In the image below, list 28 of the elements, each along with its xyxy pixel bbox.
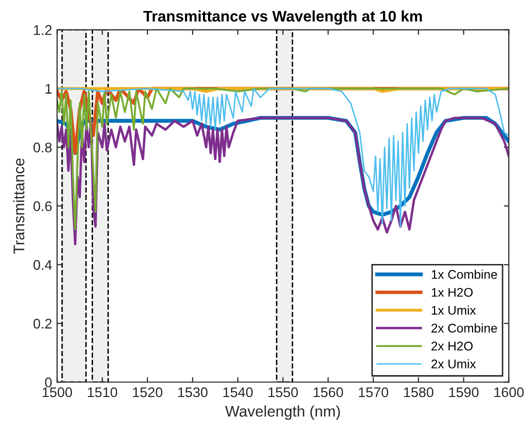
x-tick-label: 1580: [404, 387, 434, 398]
x-tick-label: 1590: [449, 387, 479, 398]
y-tick-label: 0.4: [33, 260, 52, 270]
x-tick-label: 1510: [88, 387, 118, 398]
y-tick-label: 0.6: [33, 201, 52, 212]
chart-title: Transmittance vs Wavelength at 10 km: [143, 10, 422, 25]
x-axis-title: Wavelength (nm): [225, 405, 340, 420]
x-tick-label: 1600: [494, 387, 524, 398]
legend-label: 1x Umix: [432, 306, 476, 315]
x-tick-label: 1560: [314, 387, 344, 398]
legend-label: 2x Combine: [431, 323, 498, 333]
y-tick-label: 1.2: [34, 25, 52, 35]
legend-label: 1x Combine: [432, 270, 498, 279]
y-tick-label: 1: [46, 84, 52, 94]
line-series: [57, 116, 509, 246]
x-tick-label: 1550: [268, 387, 298, 398]
x-tick-label: 1530: [178, 387, 208, 398]
x-tick-label: 1570: [358, 387, 388, 398]
x-tick-label: 1500: [42, 387, 72, 398]
y-tick-label: 0.8: [33, 142, 52, 152]
legend-label: 1x H2O: [432, 288, 473, 297]
legend-label: 2x H2O: [431, 342, 473, 350]
x-tick-label: 1520: [133, 387, 162, 398]
y-axis-title: Transmittance: [13, 158, 24, 254]
legend-label: 2x Umix: [431, 359, 476, 368]
y-tick-label: 0: [45, 377, 52, 388]
x-tick-label: 1540: [223, 387, 253, 398]
y-tick-label: 0.2: [33, 318, 52, 329]
